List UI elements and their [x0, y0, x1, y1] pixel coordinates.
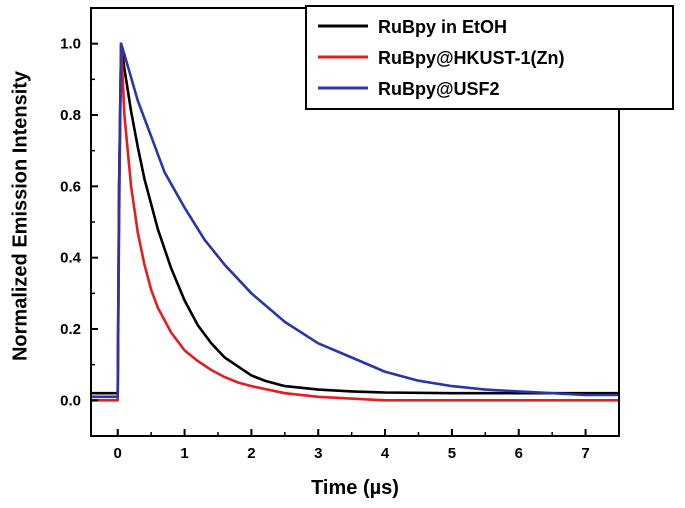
x-tick-label: 4	[381, 445, 390, 462]
series-line-2	[91, 42, 619, 399]
y-axis-title: Normalized Emission Intensity	[9, 70, 31, 361]
legend-label: RuBpy@HKUST-1(Zn)	[378, 48, 565, 68]
y-tick-label: 0.0	[60, 392, 81, 409]
x-tick-label: 3	[314, 445, 322, 462]
x-axis-title: Time (µs)	[311, 477, 399, 499]
x-tick-label: 0	[114, 445, 122, 462]
legend-label: RuBpy@USF2	[378, 79, 500, 99]
legend: RuBpy in EtOH RuBpy@HKUST-1(Zn) RuBpy@USF2	[305, 5, 674, 110]
y-tick-label: 0.4	[60, 250, 82, 267]
y-tick-label: 1.0	[60, 36, 81, 53]
x-axis-ticks: 0 1 2 3 4 5 6 7	[114, 429, 590, 462]
y-tick-label: 0.8	[60, 107, 81, 124]
x-tick-label: 7	[581, 445, 589, 462]
y-tick-label: 0.6	[60, 178, 81, 195]
series-line-0	[91, 42, 619, 395]
x-tick-label: 1	[180, 445, 188, 462]
y-tick-label: 0.2	[60, 321, 81, 338]
x-tick-label: 5	[448, 445, 456, 462]
legend-label: RuBpy in EtOH	[378, 17, 507, 37]
series-layer	[91, 42, 619, 402]
x-tick-label: 2	[247, 445, 255, 462]
x-tick-label: 6	[515, 445, 523, 462]
y-axis-ticks: 0.0 0.2 0.4 0.6 0.8 1.0	[60, 7, 98, 409]
series-line-1	[91, 42, 619, 402]
